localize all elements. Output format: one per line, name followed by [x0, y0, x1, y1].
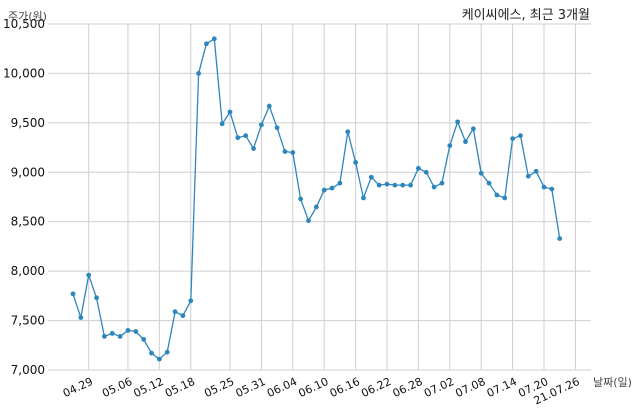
x-tick-label: 05.06: [100, 375, 134, 400]
data-point: [180, 313, 186, 319]
data-point: [392, 182, 398, 188]
data-point: [525, 173, 531, 179]
x-tick-label: 07.08: [453, 375, 487, 400]
data-point: [455, 119, 461, 125]
data-point: [447, 143, 453, 148]
data-point: [486, 180, 492, 186]
data-point: [329, 185, 335, 191]
data-point: [243, 133, 249, 139]
data-point: [86, 272, 92, 278]
data-point: [557, 236, 563, 241]
x-tick-label: 06.16: [328, 375, 362, 400]
x-tick-label: 04.29: [61, 375, 95, 400]
x-tick-label: 05.31: [234, 375, 268, 400]
data-point: [423, 169, 429, 175]
data-point: [384, 181, 390, 187]
data-point: [274, 125, 280, 131]
y-tick-label: 7,000: [11, 363, 45, 377]
data-point: [259, 122, 264, 128]
y-tick-label: 10,500: [3, 17, 45, 31]
data-point: [235, 135, 241, 141]
data-point: [494, 192, 500, 198]
data-point: [188, 298, 194, 304]
data-point: [109, 331, 115, 336]
x-tick-label: 07.02: [422, 375, 456, 400]
data-point: [376, 182, 382, 188]
data-point: [502, 195, 508, 201]
data-point: [227, 109, 233, 115]
x-tick-label: 05.12: [132, 375, 166, 400]
x-tick-label: 05.18: [163, 375, 197, 400]
data-point: [541, 184, 547, 190]
y-tick-label: 8,000: [11, 264, 45, 278]
data-point: [251, 146, 256, 151]
data-point: [125, 328, 131, 333]
x-tick-label: 07.14: [485, 375, 519, 400]
data-point: [361, 195, 366, 201]
x-tick-label: 06.10: [296, 375, 330, 400]
y-tick-label: 9,000: [11, 165, 45, 179]
data-point: [204, 41, 209, 47]
y-tick-label: 9,500: [11, 116, 45, 130]
x-tick-label: 06.22: [359, 375, 393, 400]
y-axis-ticks: 7,000 7,500 8,000 8,500 9,000 9,500 10,000 10,5…: [3, 17, 45, 377]
data-point: [353, 160, 358, 165]
y-tick-label: 10,000: [3, 66, 45, 80]
data-point: [290, 150, 296, 155]
data-point: [298, 196, 304, 202]
data-point: [463, 139, 468, 145]
data-point: [133, 329, 139, 334]
data-point: [345, 129, 351, 135]
y-tick-label: 7,500: [11, 314, 45, 328]
data-point: [141, 336, 147, 342]
y-axis-label: 주가(원): [8, 10, 47, 23]
data-point: [149, 350, 154, 356]
chart-title: 케이씨에스, 최근 3개월: [462, 8, 590, 23]
data-point: [282, 149, 288, 154]
data-point: [172, 309, 178, 315]
data-point: [102, 333, 107, 339]
data-point: [313, 204, 319, 210]
data-point: [306, 218, 311, 224]
x-tick-label: 05.25: [202, 375, 236, 400]
x-tick-label: 06.28: [391, 375, 425, 400]
data-point: [549, 186, 555, 192]
data-point: [321, 187, 327, 193]
x-axis-label: 날짜(일): [593, 375, 632, 389]
data-point: [94, 295, 99, 301]
series-line: [72, 37, 561, 360]
data-point: [211, 36, 217, 42]
data-point: [533, 168, 539, 174]
y-tick-label: 8,500: [11, 215, 45, 229]
grid-lines: [48, 23, 591, 371]
data-point: [408, 182, 413, 188]
data-point: [164, 349, 170, 355]
data-point: [400, 182, 406, 188]
data-point: [156, 356, 162, 362]
data-point: [266, 103, 272, 109]
data-point: [510, 136, 515, 142]
data-point: [416, 165, 421, 171]
data-point: [478, 170, 484, 176]
x-tick-label: 06.04: [265, 375, 299, 400]
data-point: [470, 126, 476, 132]
price-series: [70, 36, 563, 362]
data-point: [117, 333, 123, 339]
data-point: [78, 315, 84, 321]
data-point: [431, 184, 437, 190]
data-point: [368, 174, 374, 180]
data-point: [337, 180, 343, 186]
data-point: [219, 121, 225, 127]
data-point: [70, 291, 76, 297]
data-point: [196, 71, 202, 76]
data-point: [439, 180, 445, 186]
data-point: [518, 133, 523, 139]
